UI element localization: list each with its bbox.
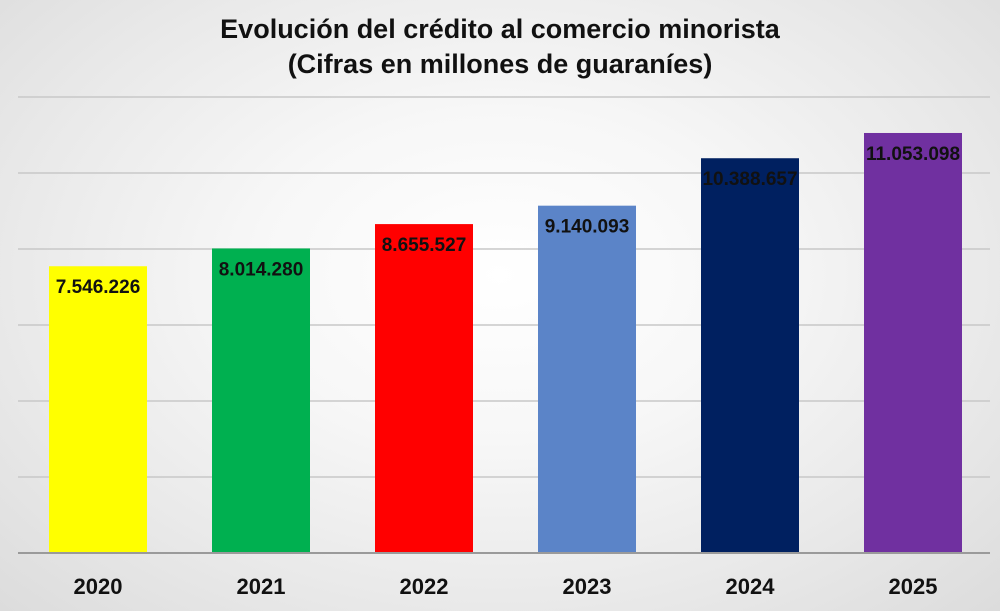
x-tick-label-2022: 2022: [400, 574, 449, 599]
data-label-2024: 10.388.657: [702, 169, 797, 190]
chart-subtitle: (Cifras en millones de guaraníes): [287, 49, 713, 79]
chart-title-block: Evolución del crédito al comercio minori…: [0, 12, 1000, 82]
bar-2022: [375, 224, 473, 554]
data-label-2025: 11.053.098: [866, 144, 960, 165]
x-tick-label-2021: 2021: [237, 574, 286, 599]
bar-2020: [49, 266, 147, 553]
bar-2025: [864, 132, 962, 553]
data-label-2021: 8.014.280: [219, 259, 304, 280]
x-tick-label-2020: 2020: [74, 574, 123, 599]
bar-2021: [212, 248, 310, 553]
data-label-2022: 8.655.527: [382, 235, 467, 256]
x-tick-label-2024: 2024: [726, 574, 776, 599]
data-label-2023: 9.140.093: [545, 217, 630, 238]
bar-2024: [701, 158, 799, 554]
data-label-2020: 7.546.226: [56, 277, 141, 298]
x-tick-label-2023: 2023: [563, 574, 612, 599]
x-tick-label-2025: 2025: [889, 574, 938, 599]
chart-title: Evolución del crédito al comercio minori…: [220, 14, 780, 44]
bar-2023: [538, 205, 636, 554]
